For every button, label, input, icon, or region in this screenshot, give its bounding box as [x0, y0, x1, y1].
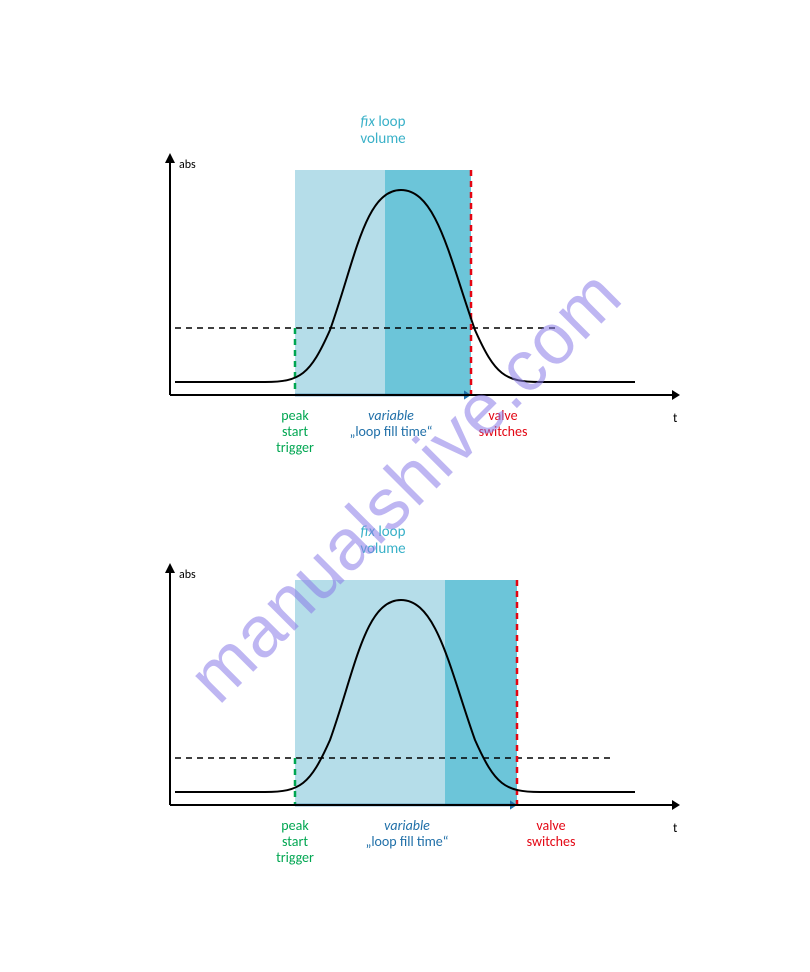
valve-switches-label: valve switches — [448, 408, 558, 440]
chart-bottom: abstfix loopvolumepeak start triggervari… — [135, 560, 680, 905]
peak-trigger-label: peak start trigger — [240, 408, 350, 456]
chart-svg: abs t — [135, 150, 680, 425]
svg-text:t: t — [673, 411, 678, 425]
valve-switches-label: valve switches — [496, 818, 606, 850]
chart-svg: abs t — [135, 560, 680, 835]
loop-fill-time-label: variable„loop fill time“ — [336, 408, 446, 440]
svg-text:abs: abs — [179, 568, 196, 582]
chart-title: fix loopvolume — [343, 114, 423, 149]
svg-text:abs: abs — [179, 158, 196, 172]
chart-top: abstfix loopvolumepeak start triggervari… — [135, 150, 680, 495]
loop-fill-time-label: variable„loop fill time“ — [352, 818, 462, 850]
peak-trigger-label: peak start trigger — [240, 818, 350, 866]
chart-title: fix loopvolume — [343, 524, 423, 559]
svg-text:t: t — [673, 821, 678, 835]
